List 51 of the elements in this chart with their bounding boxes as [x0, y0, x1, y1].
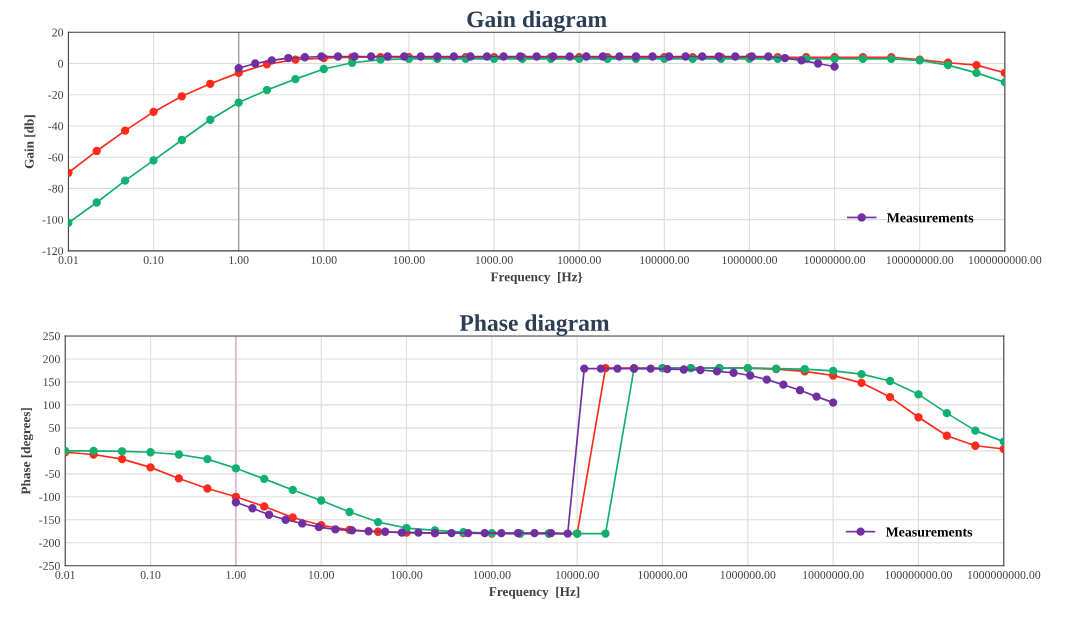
y-tick-label: -250	[39, 561, 60, 570]
y-tick-label: -100	[42, 215, 64, 224]
y-tick-label: -100	[39, 493, 60, 502]
chart-title: Gain diagram	[467, 10, 607, 33]
y-tick-label: 0	[58, 59, 64, 68]
x-tick-label: 100000.00	[638, 570, 688, 579]
x-tick-label: 10000.00	[556, 570, 599, 579]
x-tick-label: 1.00	[226, 570, 246, 579]
y-tick-label: -40	[48, 122, 64, 131]
x-tick-label: 1000000000.00	[967, 570, 1041, 579]
x-tick-label: 10.00	[311, 256, 337, 265]
y-tick-label: 100	[43, 401, 60, 410]
x-tick-label: 10000.00	[558, 256, 601, 265]
x-tick-label: 1.00	[229, 256, 249, 265]
y-tick-label: -80	[48, 184, 64, 193]
x-tick-label: 1000.00	[475, 256, 513, 265]
y-tick-label: 150	[43, 378, 60, 387]
y-tick-label: -200	[39, 539, 60, 547]
y-axis-title: Gain [db]	[24, 115, 36, 169]
y-tick-label: 0	[54, 447, 60, 456]
y-tick-label: -50	[45, 470, 60, 479]
x-tick-label: 1000000000.00	[969, 256, 1042, 265]
x-tick-label: 10000000.00	[804, 256, 866, 265]
legend-label: Measurements	[886, 213, 974, 223]
legend-label: Measurements	[885, 527, 973, 537]
y-tick-label: 50	[49, 424, 60, 433]
x-tick-label: 10.00	[308, 570, 335, 579]
x-tick-label: 100000000.00	[885, 570, 952, 579]
chart-title: Phase diagram	[459, 314, 610, 336]
y-tick-label: -120	[42, 247, 64, 256]
x-tick-label: 0.10	[140, 570, 161, 579]
y-axis-title: Phase [degrees]	[21, 408, 34, 495]
y-tick-label: -20	[48, 90, 64, 99]
x-axis-title: Frequency [Hz}	[490, 272, 583, 285]
x-tick-label: 100.00	[393, 256, 425, 265]
y-tick-label: 250	[43, 332, 60, 341]
x-tick-label: 0.10	[143, 256, 164, 265]
y-tick-label: 20	[52, 28, 64, 37]
x-tick-label: 100000.00	[640, 256, 689, 265]
y-tick-label: 200	[43, 355, 60, 364]
x-tick-label: 100000000.00	[886, 256, 954, 265]
x-tick-label: 0.01	[55, 570, 75, 579]
x-axis-title: Frequency [Hz]	[489, 586, 580, 599]
x-tick-label: 10000000.00	[803, 570, 864, 579]
y-tick-label: -150	[39, 516, 60, 524]
x-tick-label: 1000.00	[473, 570, 511, 579]
x-tick-label: 0.01	[58, 256, 79, 265]
x-tick-label: 100.00	[391, 570, 423, 579]
x-tick-label: 1000000.00	[720, 570, 776, 579]
y-tick-label: -60	[48, 153, 64, 162]
x-tick-label: 1000000.00	[722, 256, 778, 265]
